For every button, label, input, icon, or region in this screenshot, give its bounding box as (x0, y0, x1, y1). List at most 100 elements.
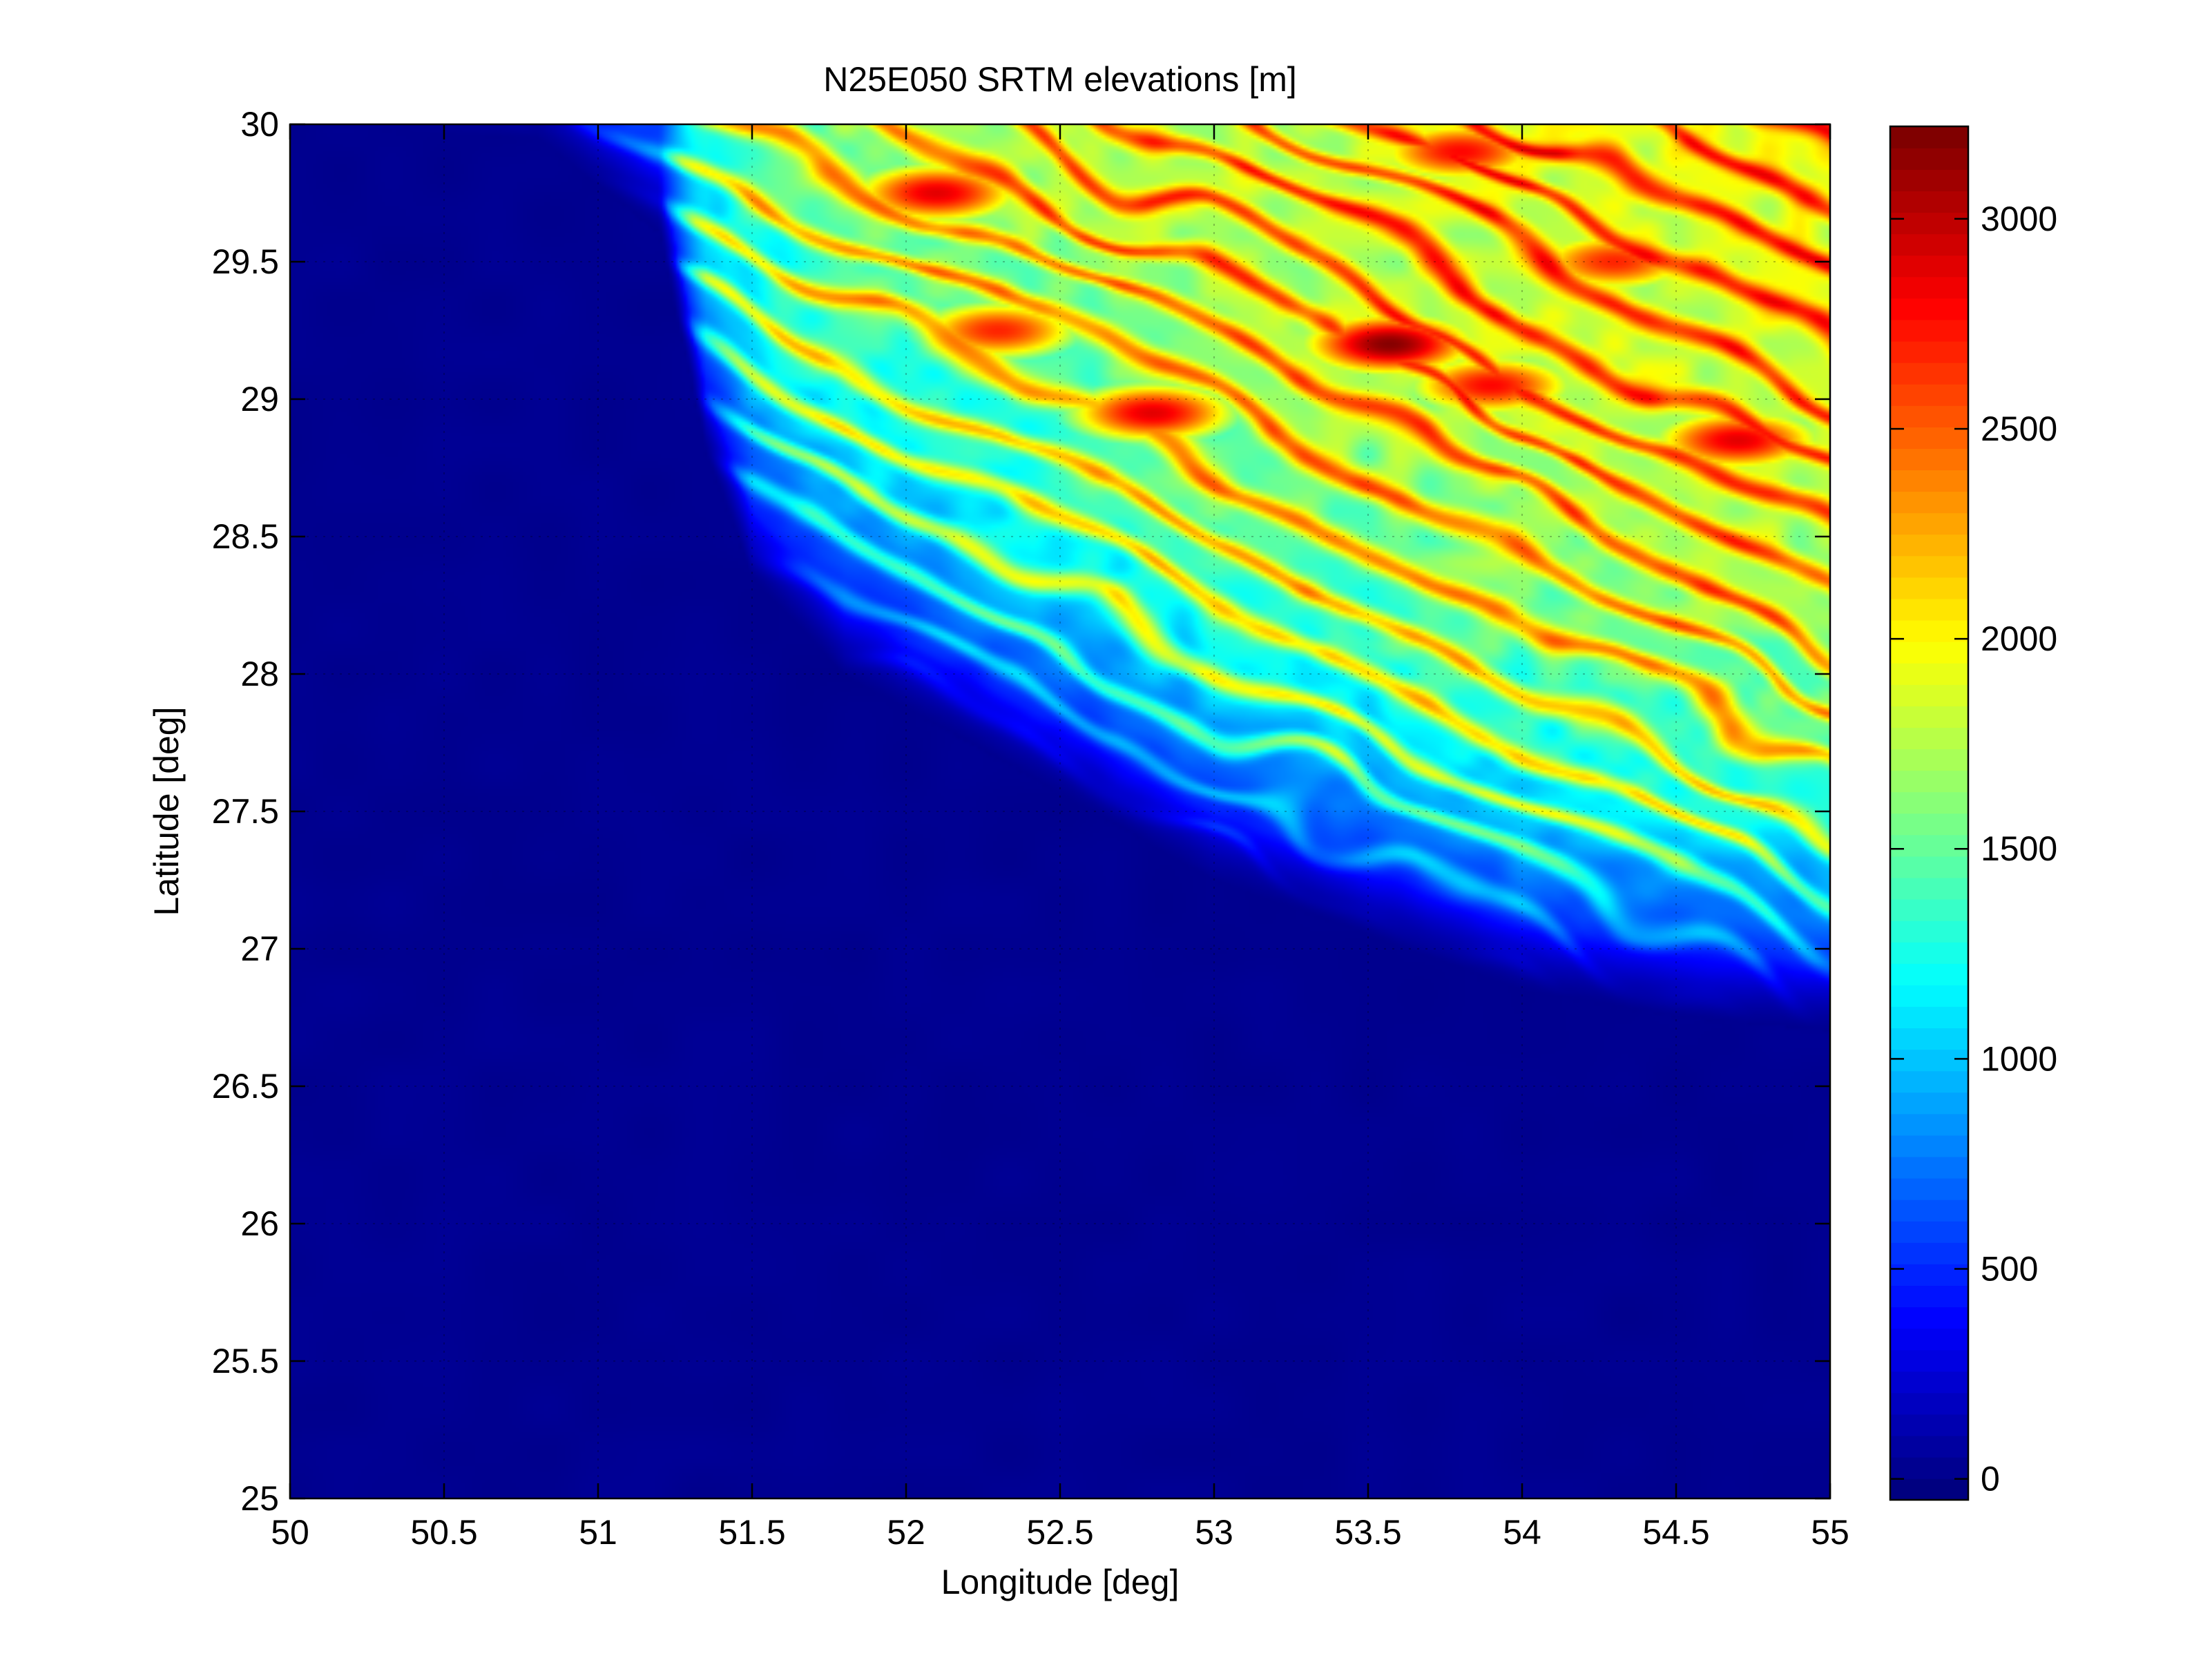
colorbar-band (1890, 920, 1968, 943)
colorbar-tick-label: 3000 (1981, 200, 2057, 238)
colorbar-band (1890, 1456, 1968, 1479)
y-tick-label: 27 (240, 929, 279, 968)
colorbar-band (1890, 340, 1968, 363)
colorbar-band (1890, 985, 1968, 1008)
colorbar-band (1890, 148, 1968, 170)
colorbar-band (1890, 877, 1968, 900)
x-tick-label: 52 (887, 1513, 925, 1552)
y-axis-label: Latitude [deg] (147, 706, 186, 916)
colorbar-band (1890, 941, 1968, 964)
colorbar-band (1890, 834, 1968, 857)
colorbar-band (1890, 856, 1968, 878)
colorbar-band (1890, 1392, 1968, 1415)
y-tick-label: 27.5 (212, 792, 279, 831)
colorbar-band (1890, 383, 1968, 406)
colorbar-band (1890, 276, 1968, 299)
colorbar-band (1890, 255, 1968, 278)
colorbar-band (1890, 813, 1968, 836)
colorbar-band (1890, 1220, 1968, 1243)
elevation-heatmap (290, 124, 1830, 1498)
colorbar-band (1890, 1049, 1968, 1072)
y-tick-label: 29.5 (212, 242, 279, 281)
y-axis: 25 25.5 26 26.5 27 27.5 28 28.5 29 29.5 30 (212, 105, 1830, 1518)
colorbar-band (1890, 1070, 1968, 1093)
colorbar-band (1890, 169, 1968, 192)
x-tick-label: 54.5 (1642, 1513, 1709, 1552)
colorbar-band (1890, 405, 1968, 427)
colorbar-band (1890, 427, 1968, 449)
colorbar-band (1890, 1242, 1968, 1264)
colorbar-band (1890, 1113, 1968, 1136)
colorbar-band (1890, 512, 1968, 535)
colorbar-band (1890, 319, 1968, 342)
colorbar-band (1890, 491, 1968, 514)
colorbar-band (1890, 1307, 1968, 1329)
colorbar-band (1890, 212, 1968, 235)
colorbar-band (1890, 126, 1968, 148)
x-tick-label: 53 (1195, 1513, 1233, 1552)
y-tick-label: 30 (240, 105, 279, 144)
colorbar: 0 500 1000 1500 2000 2500 3000 (1889, 125, 2057, 1501)
colorbar-band (1890, 1285, 1968, 1308)
colorbar-tick-label: 1500 (1981, 829, 2057, 868)
colorbar-band (1890, 1177, 1968, 1200)
colorbar-band (1890, 555, 1968, 578)
colorbar-band (1890, 898, 1968, 921)
colorbar-band (1890, 706, 1968, 728)
colorbar-band (1890, 448, 1968, 471)
x-tick-label: 51.5 (718, 1513, 785, 1552)
colorbar-band (1890, 1328, 1968, 1351)
colorbar-band (1890, 791, 1968, 814)
y-tick-label: 25 (240, 1479, 279, 1518)
plot-area: 50 50.5 51 51.5 52 52.5 53 53.5 54 54.5 55 25 25.5 2… (212, 105, 1849, 1552)
colorbar-band (1890, 1156, 1968, 1179)
y-tick-label: 26 (240, 1204, 279, 1243)
colorbar-band (1890, 1006, 1968, 1029)
x-tick-label: 53.5 (1334, 1513, 1401, 1552)
colorbar-band (1890, 470, 1968, 492)
grid-lines (290, 124, 1830, 1498)
x-tick-label: 55 (1811, 1513, 1849, 1552)
colorbar-band (1890, 298, 1968, 320)
colorbar-band (1890, 684, 1968, 706)
colorbar-band (1890, 577, 1968, 599)
colorbar-band (1890, 662, 1968, 685)
y-tick-label: 25.5 (212, 1342, 279, 1380)
x-tick-label: 50.5 (410, 1513, 477, 1552)
colorbar-band (1890, 1371, 1968, 1394)
y-tick-label: 28.5 (212, 517, 279, 556)
colorbar-band (1890, 1092, 1968, 1115)
colorbar-band (1890, 1435, 1968, 1458)
colorbar-band (1890, 727, 1968, 750)
colorbar-band (1890, 362, 1968, 385)
x-tick-label: 54 (1503, 1513, 1541, 1552)
colorbar-band (1890, 534, 1968, 557)
colorbar-ticks: 0 500 1000 1500 2000 2500 3000 (1890, 200, 2057, 1498)
x-tick-label: 50 (271, 1513, 309, 1552)
colorbar-band (1890, 1414, 1968, 1436)
colorbar-band (1890, 233, 1968, 256)
colorbar-band (1890, 1135, 1968, 1157)
x-tick-label: 51 (579, 1513, 617, 1552)
colorbar-band (1890, 1199, 1968, 1222)
chart-title: N25E050 SRTM elevations [m] (823, 60, 1297, 99)
x-axis-label: Longitude [deg] (941, 1563, 1180, 1601)
colorbar-band (1890, 749, 1968, 771)
colorbar-tick-label: 1000 (1981, 1039, 2057, 1078)
colorbar-tick-label: 500 (1981, 1249, 2038, 1288)
y-tick-label: 29 (240, 380, 279, 418)
colorbar-band (1890, 1478, 1968, 1501)
x-tick-label: 52.5 (1026, 1513, 1093, 1552)
colorbar-band (1890, 1349, 1968, 1372)
colorbar-gradient (1890, 126, 1968, 1501)
colorbar-band (1890, 1264, 1968, 1286)
y-tick-label: 28 (240, 655, 279, 693)
colorbar-tick-label: 2000 (1981, 619, 2057, 658)
colorbar-tick-label: 0 (1981, 1460, 2000, 1498)
colorbar-frame (1889, 125, 1970, 1501)
colorbar-band (1890, 963, 1968, 985)
x-axis: 50 50.5 51 51.5 52 52.5 53 53.5 54 54.5 55 (271, 124, 1849, 1552)
colorbar-band (1890, 1028, 1968, 1050)
colorbar-band (1890, 191, 1968, 213)
